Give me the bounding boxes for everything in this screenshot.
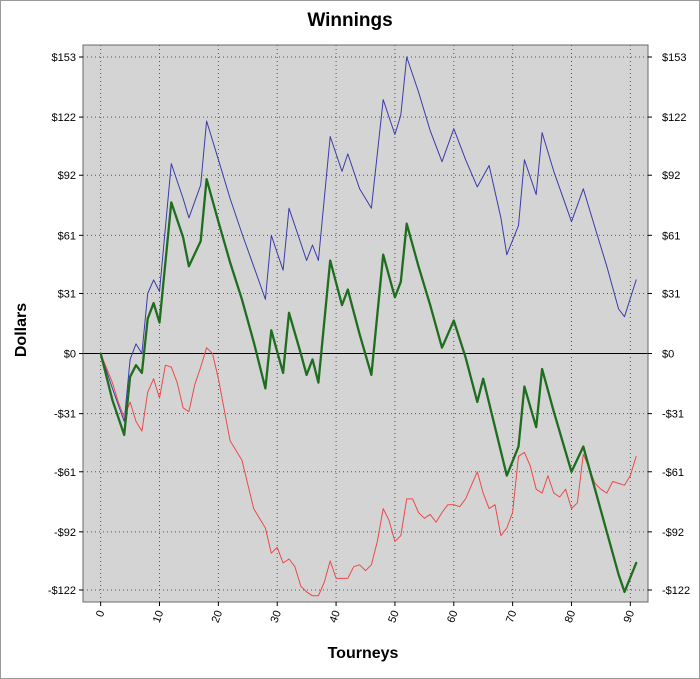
y-tick-label-right: -$61 (662, 467, 684, 479)
x-tick-label: 20 (210, 609, 225, 625)
y-tick-label-left: $0 (64, 349, 76, 361)
y-tick-label-left: $92 (58, 170, 76, 182)
y-tick-label-right: -$122 (662, 585, 690, 597)
x-tick-label: 90 (622, 609, 637, 625)
y-tick-label-left: $61 (58, 230, 76, 242)
y-tick-label-right: $61 (662, 230, 680, 242)
x-tick-label: 60 (445, 609, 460, 625)
plot-border (82, 44, 649, 603)
y-tick-label-left: -$31 (54, 409, 76, 421)
y-tick-label-left: $31 (58, 288, 76, 300)
x-tick-label: 50 (386, 609, 401, 625)
y-tick-label-left: $153 (52, 52, 76, 64)
series-line-3 (99, 177, 638, 594)
series-layer (99, 56, 638, 597)
y-tick-label-right: -$92 (662, 527, 684, 539)
y-tick-label-left: -$61 (54, 467, 76, 479)
x-tick-label: 10 (151, 609, 166, 625)
x-axis-title: Tourneys (327, 645, 399, 662)
x-tick-label: 0 (94, 609, 107, 619)
y-tick-label-left: $122 (52, 112, 76, 124)
series-line-2 (100, 347, 637, 597)
x-tick-label: 40 (327, 609, 342, 625)
plot-background (83, 45, 648, 602)
y-tick-label-left: -$92 (54, 527, 76, 539)
tick-layer: $153 $153 $122 $122 $92 $92 $61 $61 $31 $31 $0 $0 -$… (48, 52, 690, 625)
y-tick-label-right: -$31 (662, 409, 684, 421)
chart-title: Winnings (307, 10, 393, 31)
y-tick-label-right: $92 (662, 170, 680, 182)
y-tick-label-right: $31 (662, 288, 680, 300)
series-line-1 (100, 56, 637, 422)
y-tick-label-left: -$122 (48, 585, 76, 597)
x-tick-label: 80 (563, 609, 578, 625)
y-tick-label-right: $153 (662, 52, 686, 64)
x-tick-label: 30 (269, 609, 284, 625)
x-tick-label: 70 (504, 609, 519, 625)
y-tick-label-right: $0 (662, 349, 674, 361)
y-tick-label-right: $122 (662, 112, 686, 124)
